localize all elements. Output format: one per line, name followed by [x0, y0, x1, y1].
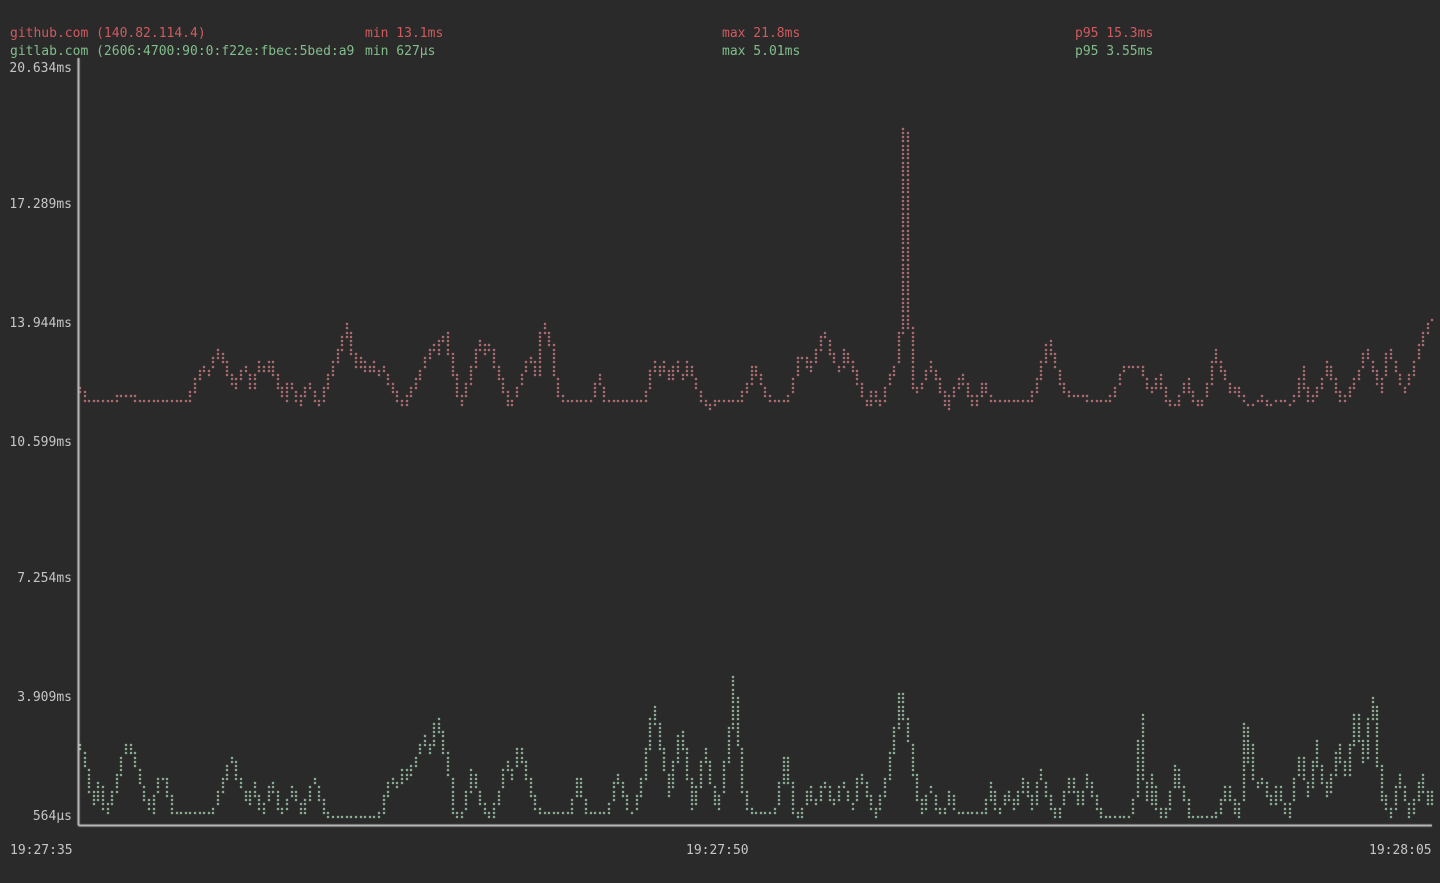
host-label-gitlab: gitlab.com (2606:4700:90:0:f22e:fbec:5be… [10, 44, 355, 59]
gitlab-p95-stat: p95 3.55ms [1075, 44, 1154, 59]
host-label-github: github.com (140.82.114.4) [10, 26, 206, 41]
y-tick-3909us: 3.909ms [17, 690, 72, 705]
y-tick-564us: 564µs [32, 809, 72, 824]
y-tick-7254us: 7.254ms [17, 571, 72, 586]
y-tick-13944us: 13.944ms [9, 316, 72, 331]
x-tick-end: 19:28:05 [1369, 843, 1432, 858]
github-max-stat: max 21.8ms [722, 26, 801, 41]
gitlab-min-stat: min 627µs [365, 44, 436, 59]
y-tick-10599us: 10.599ms [9, 435, 72, 450]
x-tick-middle: 19:27:50 [686, 843, 749, 858]
y-tick-20634us: 20.634ms [9, 61, 72, 76]
y-tick-17289us: 17.289ms [9, 197, 72, 212]
github-p95-stat: p95 15.3ms [1075, 26, 1154, 41]
x-tick-start: 19:27:35 [10, 843, 73, 858]
github-min-stat: min 13.1ms [365, 26, 444, 41]
gitlab-max-stat: max 5.01ms [722, 44, 801, 59]
